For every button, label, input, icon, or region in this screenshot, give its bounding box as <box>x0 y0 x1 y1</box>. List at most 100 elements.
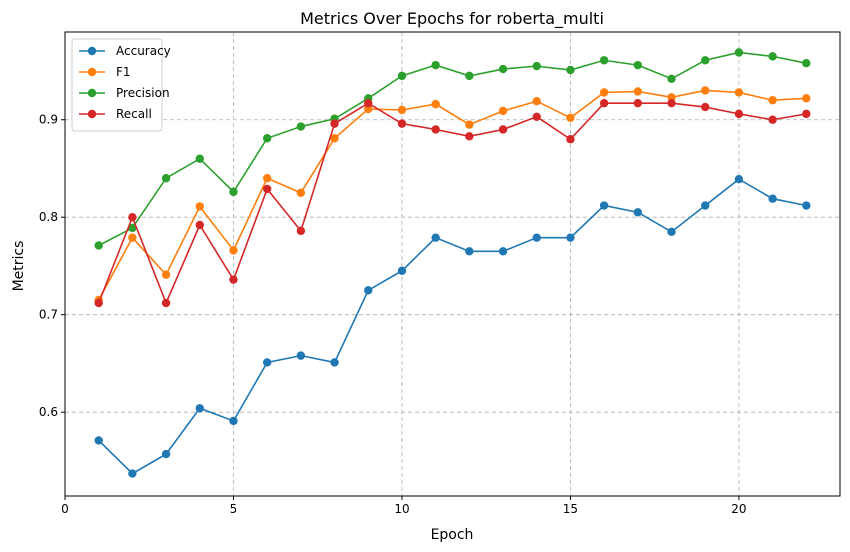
data-point-accuracy <box>599 201 609 210</box>
data-point-f1 <box>532 97 541 106</box>
x-tick-label: 0 <box>61 502 69 516</box>
data-point-f1 <box>431 99 440 109</box>
data-point-precision <box>532 61 541 71</box>
data-point-recall <box>128 213 137 222</box>
legend-item-precision: Precision <box>79 86 170 100</box>
data-point-recall <box>734 109 744 119</box>
data-point-recall <box>262 184 272 194</box>
y-axis-label: Metrics <box>11 241 27 292</box>
x-tick-label: 5 <box>230 502 238 516</box>
data-point-precision <box>566 65 575 75</box>
data-point-accuracy <box>364 286 373 295</box>
data-point-f1 <box>229 246 238 255</box>
data-point-recall <box>94 298 103 308</box>
data-point-accuracy <box>397 266 407 276</box>
data-point-recall <box>599 98 609 108</box>
data-point-accuracy <box>734 174 744 184</box>
series-line-f1 <box>97 89 807 301</box>
data-point-f1 <box>701 86 710 95</box>
data-point-f1 <box>566 113 575 122</box>
data-point-accuracy <box>633 208 643 217</box>
data-point-precision <box>296 122 306 131</box>
data-point-recall <box>397 119 407 128</box>
data-point-accuracy <box>431 233 440 242</box>
series-line-accuracy <box>98 178 807 475</box>
data-point-f1 <box>498 106 508 116</box>
data-point-recall <box>667 98 676 108</box>
data-point-precision <box>195 154 204 163</box>
series-line-precision <box>98 51 807 247</box>
data-point-accuracy <box>296 351 306 360</box>
legend-label: Accuracy <box>116 44 171 58</box>
data-point-recall <box>364 98 373 108</box>
data-point-f1 <box>667 93 676 102</box>
legend-item-accuracy: Accuracy <box>79 44 171 58</box>
plot-frame <box>64 31 841 497</box>
data-point-f1 <box>296 188 306 198</box>
grid <box>65 32 840 496</box>
data-point-accuracy <box>161 449 171 459</box>
data-point-f1 <box>734 88 744 97</box>
data-point-precision <box>633 60 643 70</box>
data-point-precision <box>701 56 710 65</box>
x-tick-label: 10 <box>394 502 409 516</box>
data-point-f1 <box>195 202 204 211</box>
data-point-recall <box>296 226 306 236</box>
series-line-recall <box>97 102 807 306</box>
y-tick-label: 0.7 <box>39 308 58 322</box>
legend-label: Precision <box>116 86 170 100</box>
y-tick-label: 0.6 <box>39 405 58 419</box>
data-point-f1 <box>330 134 339 143</box>
data-point-recall <box>701 102 710 112</box>
data-point-recall <box>195 220 204 230</box>
data-point-recall <box>498 125 508 134</box>
data-point-accuracy <box>532 233 541 242</box>
data-point-f1 <box>161 270 171 279</box>
data-point-f1 <box>364 104 373 114</box>
data-point-precision <box>229 187 238 197</box>
data-point-f1 <box>768 96 777 105</box>
data-point-f1 <box>465 120 474 129</box>
data-point-accuracy <box>667 227 676 237</box>
data-point-precision <box>768 52 777 61</box>
data-point-precision <box>802 58 811 68</box>
data-point-f1 <box>397 105 407 115</box>
data-point-recall <box>802 109 811 119</box>
data-point-f1 <box>633 87 643 96</box>
y-tick-label: 0.8 <box>39 210 58 224</box>
data-point-f1 <box>128 233 137 242</box>
legend-label: Recall <box>116 107 152 121</box>
legend-marker <box>87 67 97 77</box>
data-point-accuracy <box>701 201 710 210</box>
data-point-precision <box>498 64 508 74</box>
chart-title: Metrics Over Epochs for roberta_multi <box>300 9 604 29</box>
x-tick-label: 15 <box>563 502 578 516</box>
data-point-accuracy <box>465 247 474 256</box>
legend-label: F1 <box>116 65 131 79</box>
ticks: 0 5 10 15 20 0.6 0.7 0.8 0.9 <box>39 113 747 516</box>
data-point-accuracy <box>768 194 777 203</box>
data-point-accuracy <box>262 358 272 367</box>
data-point-precision <box>161 174 171 183</box>
data-point-accuracy <box>229 416 238 426</box>
data-point-accuracy <box>195 404 204 413</box>
data-point-precision <box>599 56 609 65</box>
data-point-accuracy <box>330 358 339 367</box>
data-point-accuracy <box>128 469 137 478</box>
data-point-precision <box>94 241 103 250</box>
data-point-recall <box>532 112 541 122</box>
data-point-recall <box>465 132 474 141</box>
data-point-f1 <box>802 94 811 103</box>
data-point-recall <box>431 125 440 134</box>
legend-marker <box>87 88 97 98</box>
data-point-precision <box>128 223 137 233</box>
data-point-f1 <box>599 88 609 97</box>
data-point-accuracy <box>802 201 811 210</box>
x-tick-label: 20 <box>731 502 746 516</box>
data-point-recall <box>330 119 339 128</box>
data-point-f1 <box>262 174 272 183</box>
legend-marker <box>87 109 97 119</box>
legend: Accuracy F1 Precision Recall <box>71 38 171 132</box>
y-tick-label: 0.9 <box>39 113 58 127</box>
series-group <box>94 48 811 478</box>
